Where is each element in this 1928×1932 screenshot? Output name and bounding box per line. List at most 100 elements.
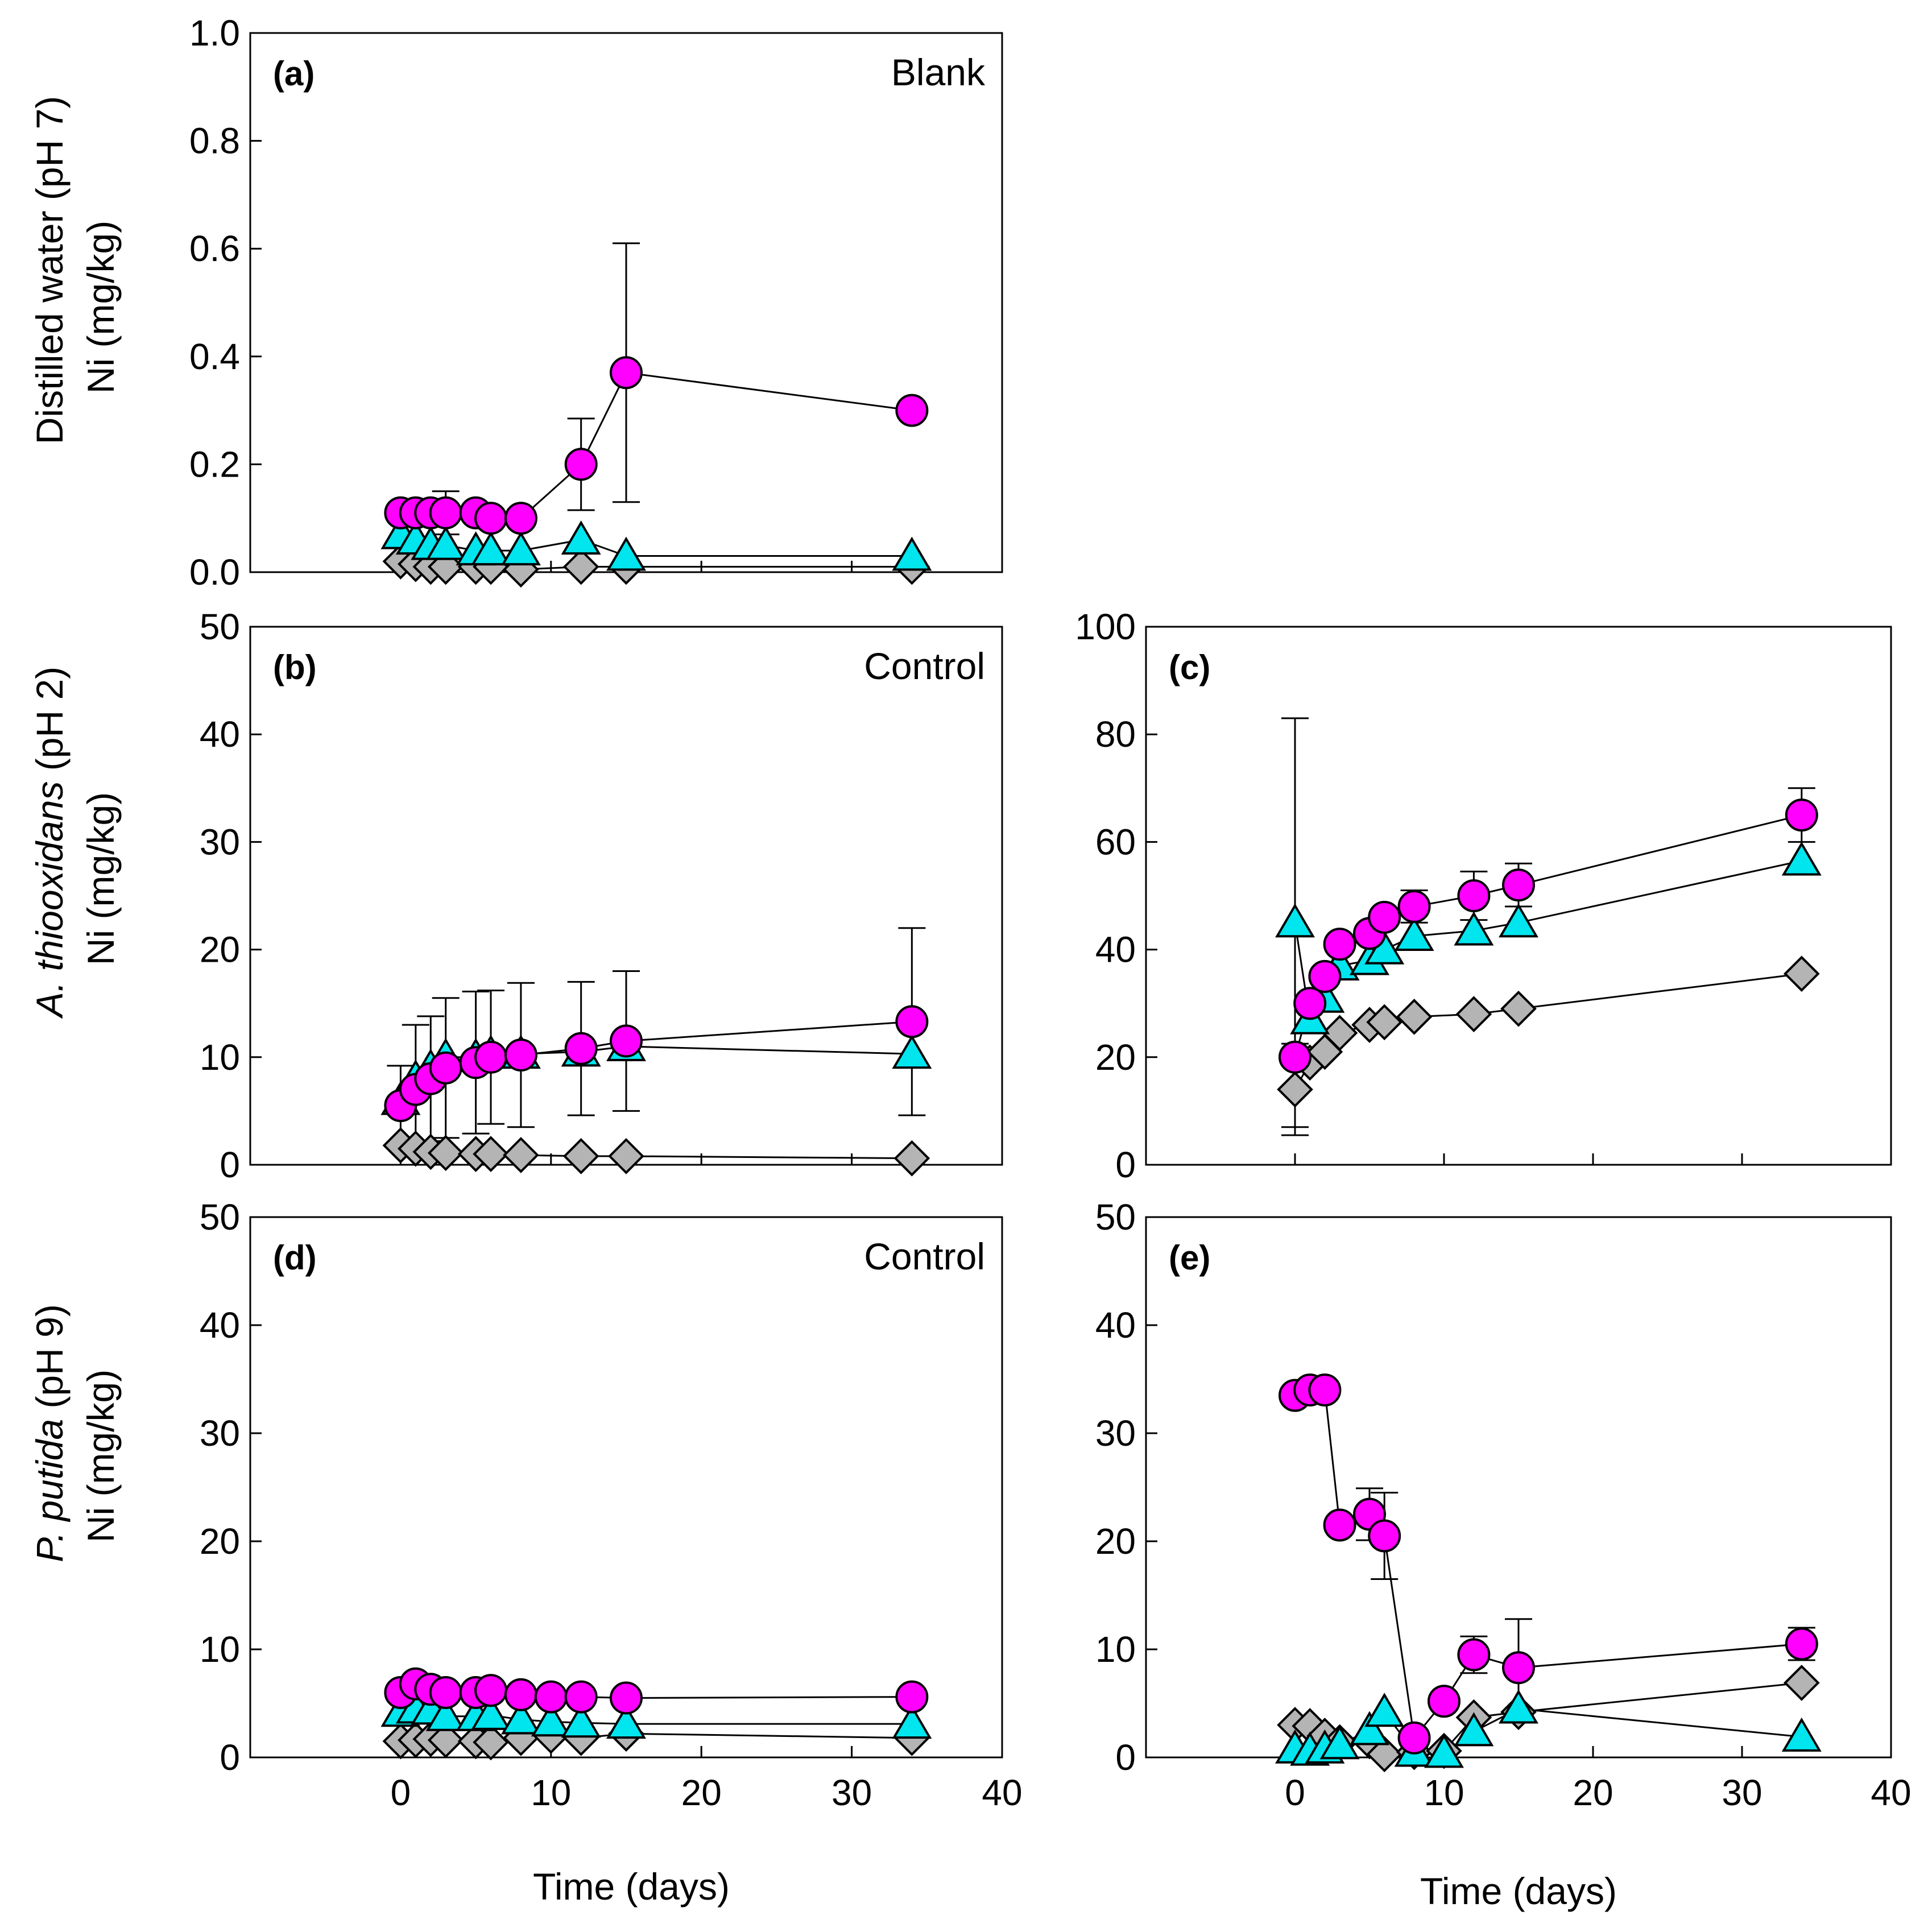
panel-c-gray-diamond-point — [1455, 996, 1492, 1032]
panel-e-ytick-label: 40 — [1095, 1305, 1136, 1346]
panel-b-cyan-triangle-point — [892, 1035, 932, 1069]
panel-e-magenta-circle-point — [1785, 1627, 1818, 1661]
panel-a-cyan-triangle-point — [892, 536, 932, 571]
panel-e-cyan-triangle-point — [1364, 1693, 1405, 1727]
panel-c-gray-diamond-point — [1366, 1004, 1403, 1041]
panel-d-cyan-triangle-point — [531, 1702, 571, 1737]
panel-b-magenta-circle-point — [429, 1051, 462, 1085]
panel-a-label: (a) — [273, 55, 315, 93]
panel-b-gray-diamond-point — [562, 1138, 599, 1174]
panels-layer: 0.0 0.2 0.4 0.6 0.8 1.0 (a) Blank 0 10 20 30 40 50 (b)… — [189, 13, 1912, 1813]
panel-d-magenta-circle-point — [534, 1680, 568, 1714]
panel-c-magenta-circle-point — [1279, 1040, 1311, 1074]
x-axis-title-left: Time (days) — [533, 1865, 730, 1908]
panel-b-gray-diamond-point — [893, 1140, 930, 1177]
panel-b-label: (b) — [273, 648, 317, 686]
panel-e-xtick-label: 0 — [1285, 1772, 1305, 1813]
panel-d-xtick-label: 10 — [531, 1772, 571, 1813]
panel-a-ytick-label: 0.0 — [189, 552, 240, 593]
panel-e-ytick-label: 0 — [1115, 1737, 1136, 1778]
panel-c-ytick-label: 40 — [1095, 929, 1136, 970]
panel-d-magenta-circle-point — [474, 1674, 508, 1707]
panel-e-xtick-label: 30 — [1722, 1772, 1762, 1813]
panel-d-magenta-circle-point — [564, 1680, 598, 1714]
panel-e-xtick-label: 20 — [1573, 1772, 1613, 1813]
panel-c-cyan-triangle-point — [1781, 841, 1822, 876]
panel-a-magenta-circle-point — [610, 356, 643, 390]
panel-e-gray-diamond-point — [1783, 1665, 1820, 1701]
panel-e-label: (e) — [1169, 1239, 1210, 1277]
panel-c-magenta-circle-point — [1457, 879, 1491, 912]
panel-c-ytick-label: 80 — [1095, 714, 1136, 755]
panel-a-ytick-label: 0.6 — [189, 228, 240, 269]
panel-d-ytick-label: 30 — [200, 1413, 240, 1454]
row-d-species-ph: (pH 9) — [28, 1304, 71, 1419]
panel-c-cyan-triangle-point — [1394, 916, 1434, 951]
panel-b-magenta-circle-point — [474, 1040, 508, 1074]
panel-e-xtick-label: 40 — [1871, 1772, 1911, 1813]
panel-e-cyan-triangle-point — [1319, 1725, 1360, 1760]
panel-e-ytick-label: 50 — [1095, 1197, 1136, 1238]
panel-a-magenta-circle-point — [895, 394, 929, 427]
panel-d-gray-diamond-point — [473, 1724, 509, 1761]
panel-c-cyan-triangle-point — [1275, 903, 1315, 938]
panel-d-magenta-circle-point — [429, 1676, 462, 1709]
panel-b-magenta-circle-point — [895, 1005, 929, 1039]
row-b-species-name: A. thiooxidans — [28, 781, 71, 1020]
panel-d-xtick-label: 40 — [982, 1772, 1022, 1813]
panel-b-magenta-circle-point — [504, 1039, 537, 1072]
x-axis-title-right: Time (days) — [1420, 1870, 1617, 1912]
panel-d-frame — [249, 1216, 1003, 1759]
panel-e-cyan-triangle-point — [1499, 1689, 1538, 1724]
panel-d-ytick-label: 20 — [200, 1521, 240, 1562]
panel-d-cyan-triangle-point — [500, 1700, 541, 1735]
panel-d-note: Control — [864, 1235, 985, 1277]
panel-d-cyan-triangle-point — [606, 1705, 646, 1739]
panel-d-cyan-triangle-point — [425, 1697, 466, 1731]
panel-c-gray-diamond-point — [1396, 999, 1433, 1035]
panel-e-cyan-triangle-point — [1781, 1717, 1822, 1752]
row-a-condition-label: Distilled water (pH 7) — [28, 96, 71, 445]
panel-a-magenta-circle-point — [504, 502, 537, 535]
panel-d-xtick-label: 0 — [391, 1772, 411, 1813]
panel-e-cyan-triangle-point — [1454, 1712, 1494, 1747]
panel-e-cyan-triangle-point — [1350, 1711, 1389, 1745]
panel-a-ytick-label: 0.4 — [189, 336, 240, 377]
panel-b-magenta-circle-point — [564, 1032, 598, 1065]
row-d-species-name: P. putida — [28, 1419, 71, 1562]
panel-d-cyan-triangle-point — [561, 1703, 601, 1738]
panel-a-ytick-label: 0.8 — [189, 121, 240, 162]
panel-e-frame — [1145, 1216, 1892, 1759]
panel-d-cyan-triangle-point — [892, 1705, 932, 1739]
panel-a-cyan-triangle-point — [425, 526, 466, 560]
row-b-species-ph: (pH 2) — [28, 667, 71, 781]
panel-b: 0 10 20 30 40 50 (b) Control — [200, 606, 1003, 1185]
panel-e-magenta-circle-point — [1397, 1721, 1431, 1755]
row-b-unit-label: Ni (mg/kg) — [80, 792, 122, 965]
panel-e-magenta-circle-point — [1428, 1685, 1461, 1718]
row-a-unit-label: Ni (mg/kg) — [80, 221, 122, 394]
panel-a-cyan-triangle-point — [500, 531, 541, 566]
panel-e-cyan-triangle-point — [1424, 1734, 1464, 1768]
panel-a-ytick-label: 0.2 — [189, 444, 240, 485]
panel-a-ytick-label: 1.0 — [189, 13, 240, 53]
panel-b-gray-diamond-point — [427, 1135, 464, 1172]
panel-e-ytick-label: 30 — [1095, 1413, 1136, 1454]
panel-c-magenta-circle-point — [1293, 987, 1327, 1020]
panel-c-magenta-circle-point — [1397, 890, 1431, 923]
panel-c-label: (c) — [1169, 648, 1210, 686]
panel-a: 0.0 0.2 0.4 0.6 0.8 1.0 (a) Blank — [189, 13, 1003, 593]
panel-c: 0 20 40 60 80 100 (c) — [1075, 606, 1892, 1185]
row-d-species-label: P. putida (pH 9) — [28, 1304, 71, 1562]
panel-b-gray-diamond-point — [473, 1136, 509, 1172]
panel-e-xtick-label: 10 — [1424, 1772, 1464, 1813]
panel-c-cyan-triangle-point — [1499, 903, 1538, 938]
panel-c-cyan-triangle-point — [1454, 911, 1494, 946]
panel-b-gray-diamond-point — [608, 1138, 644, 1174]
panel-e-magenta-circle-point — [1457, 1638, 1491, 1672]
panel-a-magenta-circle-point — [474, 502, 508, 535]
panel-d-label: (d) — [273, 1239, 317, 1277]
panel-b-note: Control — [864, 645, 985, 687]
panel-e-ytick-label: 20 — [1095, 1521, 1136, 1562]
